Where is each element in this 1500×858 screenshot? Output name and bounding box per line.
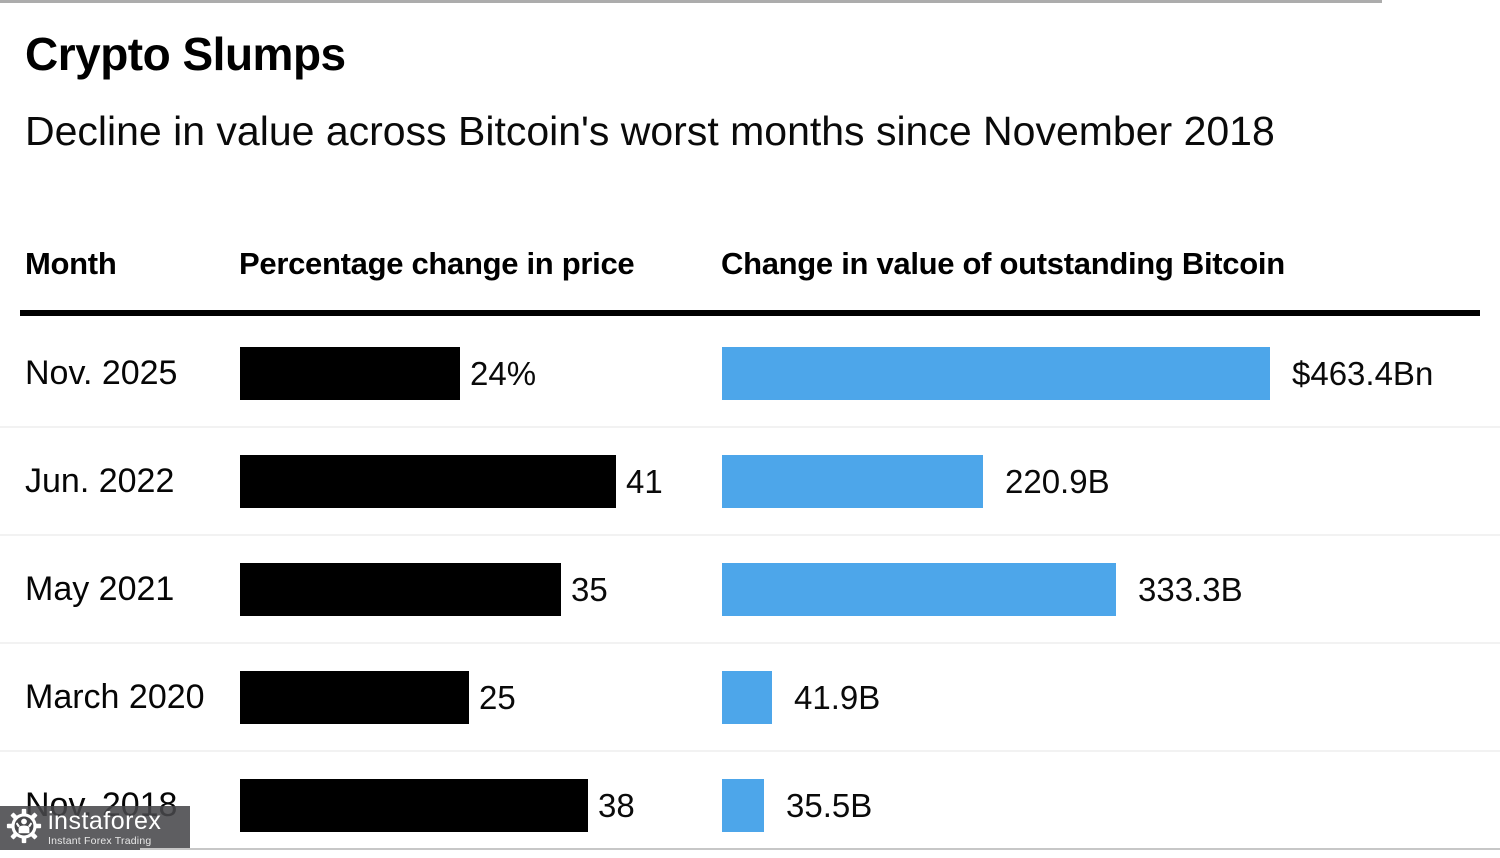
pct-bar [240, 455, 616, 508]
month-label: Jun. 2022 [25, 462, 175, 500]
pct-bar [240, 779, 588, 832]
value-label: $463.4Bn [1292, 354, 1434, 392]
pct-label: 24% [470, 354, 537, 392]
value-bar [722, 563, 1116, 616]
pct-label: 38 [598, 786, 635, 824]
table-row: March 2020 25 41.9B [0, 644, 1500, 752]
table-row: Nov. 2025 24% $463.4Bn [0, 320, 1500, 428]
month-label: May 2021 [25, 570, 175, 608]
header-rule [20, 310, 1480, 316]
chart-title: Crypto Slumps [25, 28, 346, 80]
pct-label: 35 [571, 570, 608, 608]
chart-rows: Nov. 2025 24% $463.4Bn Jun. 2022 41 220.… [0, 320, 1500, 858]
table-row: May 2021 35 333.3B [0, 536, 1500, 644]
value-bar [722, 671, 772, 724]
value-label: 220.9B [1005, 462, 1110, 500]
screenshot-bottom-border [140, 848, 1500, 850]
column-header-value-change: Change in value of outstanding Bitcoin [721, 246, 1285, 281]
month-label: Nov. 2025 [25, 354, 178, 392]
pct-label: 25 [479, 678, 516, 716]
watermark-brand: instaforex [48, 807, 162, 836]
column-header-percentage-change: Percentage change in price [239, 246, 635, 281]
watermark-instaforex: instaforex Instant Forex Trading [0, 806, 190, 850]
value-bar [722, 455, 983, 508]
value-label: 35.5B [786, 786, 873, 824]
instaforex-gear-icon [6, 808, 42, 849]
table-row: Jun. 2022 41 220.9B [0, 428, 1500, 536]
chart-subtitle: Decline in value across Bitcoin's worst … [25, 108, 1275, 154]
screenshot-top-border [0, 0, 1382, 3]
value-bar [722, 779, 764, 832]
pct-bar [240, 671, 469, 724]
column-header-month: Month [25, 246, 117, 281]
pct-label: 41 [626, 462, 663, 500]
watermark-tagline: Instant Forex Trading [48, 835, 152, 848]
table-row: Nov. 2018 38 35.5B [0, 752, 1500, 858]
value-label: 41.9B [794, 678, 881, 716]
pct-bar [240, 347, 460, 400]
pct-bar [240, 563, 561, 616]
value-label: 333.3B [1138, 570, 1243, 608]
month-label: March 2020 [25, 678, 205, 716]
value-bar [722, 347, 1270, 400]
